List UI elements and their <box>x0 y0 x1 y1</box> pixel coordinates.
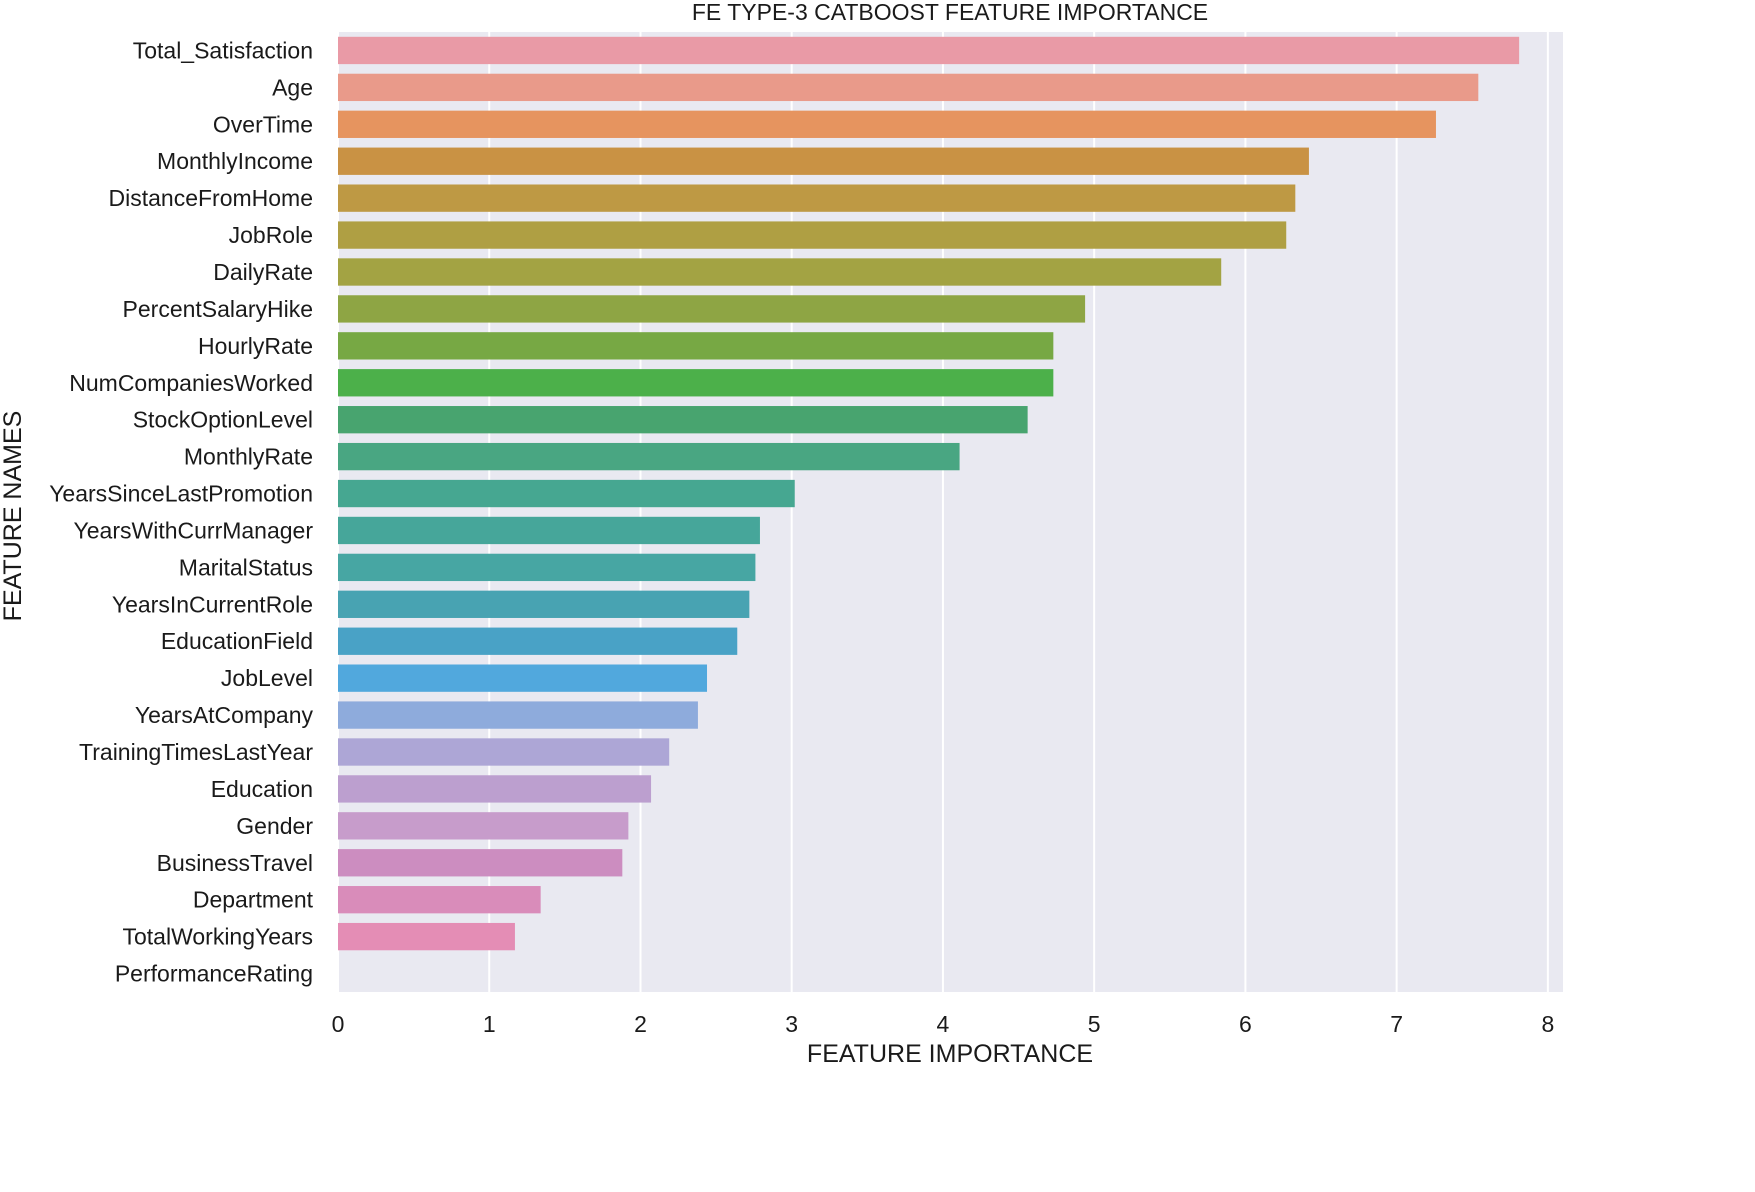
bar-YearsAtCompany <box>338 701 698 729</box>
category-labels: Total_Satisfaction Age OverTime MonthlyInco… <box>49 37 313 986</box>
category-label-MonthlyRate: MonthlyRate <box>184 444 313 470</box>
bar-PercentSalaryHike <box>338 295 1086 323</box>
category-label-YearsWithCurrManager: YearsWithCurrManager <box>74 517 314 543</box>
category-label-StockOptionLevel: StockOptionLevel <box>133 407 313 433</box>
bars <box>338 36 1520 951</box>
plot-background <box>338 32 1563 992</box>
bar-DailyRate <box>338 258 1222 286</box>
bar-Education <box>338 775 652 803</box>
category-label-Total_Satisfaction: Total_Satisfaction <box>133 37 313 63</box>
bar-Age <box>338 73 1479 102</box>
bar-OverTime <box>338 110 1436 138</box>
bar-EducationField <box>338 627 738 655</box>
y-axis-label: FEATURE NAMES <box>0 411 27 622</box>
category-label-Department: Department <box>193 887 314 913</box>
x-tick-label-1: 1 <box>483 1011 496 1037</box>
bar-YearsInCurrentRole <box>338 590 750 618</box>
x-tick-label-4: 4 <box>937 1011 950 1037</box>
category-label-MaritalStatus: MaritalStatus <box>179 554 313 580</box>
bar-TotalWorkingYears <box>338 922 515 951</box>
category-label-OverTime: OverTime <box>213 111 313 137</box>
category-label-NumCompaniesWorked: NumCompaniesWorked <box>69 370 313 396</box>
x-tick-label-6: 6 <box>1239 1011 1252 1037</box>
category-label-PerformanceRating: PerformanceRating <box>115 961 313 987</box>
x-tick-labels: 0 1 2 3 4 5 6 7 8 <box>332 1011 1555 1037</box>
category-label-YearsAtCompany: YearsAtCompany <box>135 702 314 728</box>
bar-JobLevel <box>338 664 708 692</box>
x-tick-label-8: 8 <box>1541 1011 1554 1037</box>
bar-NumCompaniesWorked <box>338 369 1054 397</box>
bar-Department <box>338 886 541 914</box>
x-tick-label-3: 3 <box>785 1011 798 1037</box>
bar-YearsSinceLastPromotion <box>338 479 795 508</box>
bar-MonthlyRate <box>338 442 960 471</box>
bar-JobRole <box>338 221 1287 249</box>
bar-YearsWithCurrManager <box>338 516 760 545</box>
category-label-Age: Age <box>272 74 313 100</box>
category-label-Gender: Gender <box>236 813 313 839</box>
category-label-YearsSinceLastPromotion: YearsSinceLastPromotion <box>49 481 313 507</box>
category-label-YearsInCurrentRole: YearsInCurrentRole <box>112 591 313 617</box>
x-tick-label-2: 2 <box>634 1011 647 1037</box>
bar-TrainingTimesLastYear <box>338 738 670 766</box>
category-label-TrainingTimesLastYear: TrainingTimesLastYear <box>79 739 313 765</box>
category-label-TotalWorkingYears: TotalWorkingYears <box>123 924 314 950</box>
category-label-PercentSalaryHike: PercentSalaryHike <box>123 296 313 322</box>
category-label-MonthlyIncome: MonthlyIncome <box>157 148 313 174</box>
bar-StockOptionLevel <box>338 406 1028 434</box>
category-label-JobLevel: JobLevel <box>221 665 313 691</box>
bar-Total_Satisfaction <box>338 36 1520 65</box>
bar-MonthlyIncome <box>338 147 1309 175</box>
bar-Gender <box>338 812 629 840</box>
chart-title: FE TYPE-3 CATBOOST FEATURE IMPORTANCE <box>692 0 1208 25</box>
bar-MaritalStatus <box>338 553 756 582</box>
x-tick-label-0: 0 <box>332 1011 345 1037</box>
bar-BusinessTravel <box>338 849 623 877</box>
category-label-BusinessTravel: BusinessTravel <box>157 850 313 876</box>
category-label-HourlyRate: HourlyRate <box>198 333 313 359</box>
category-label-DistanceFromHome: DistanceFromHome <box>109 185 314 211</box>
x-axis-label: FEATURE IMPORTANCE <box>807 1040 1093 1068</box>
category-label-EducationField: EducationField <box>161 628 313 654</box>
x-tick-label-7: 7 <box>1390 1011 1403 1037</box>
x-tick-label-5: 5 <box>1088 1011 1101 1037</box>
category-label-Education: Education <box>211 776 313 802</box>
bar-HourlyRate <box>338 332 1054 360</box>
category-label-DailyRate: DailyRate <box>213 259 313 285</box>
category-label-JobRole: JobRole <box>229 222 313 248</box>
bar-DistanceFromHome <box>338 184 1296 212</box>
